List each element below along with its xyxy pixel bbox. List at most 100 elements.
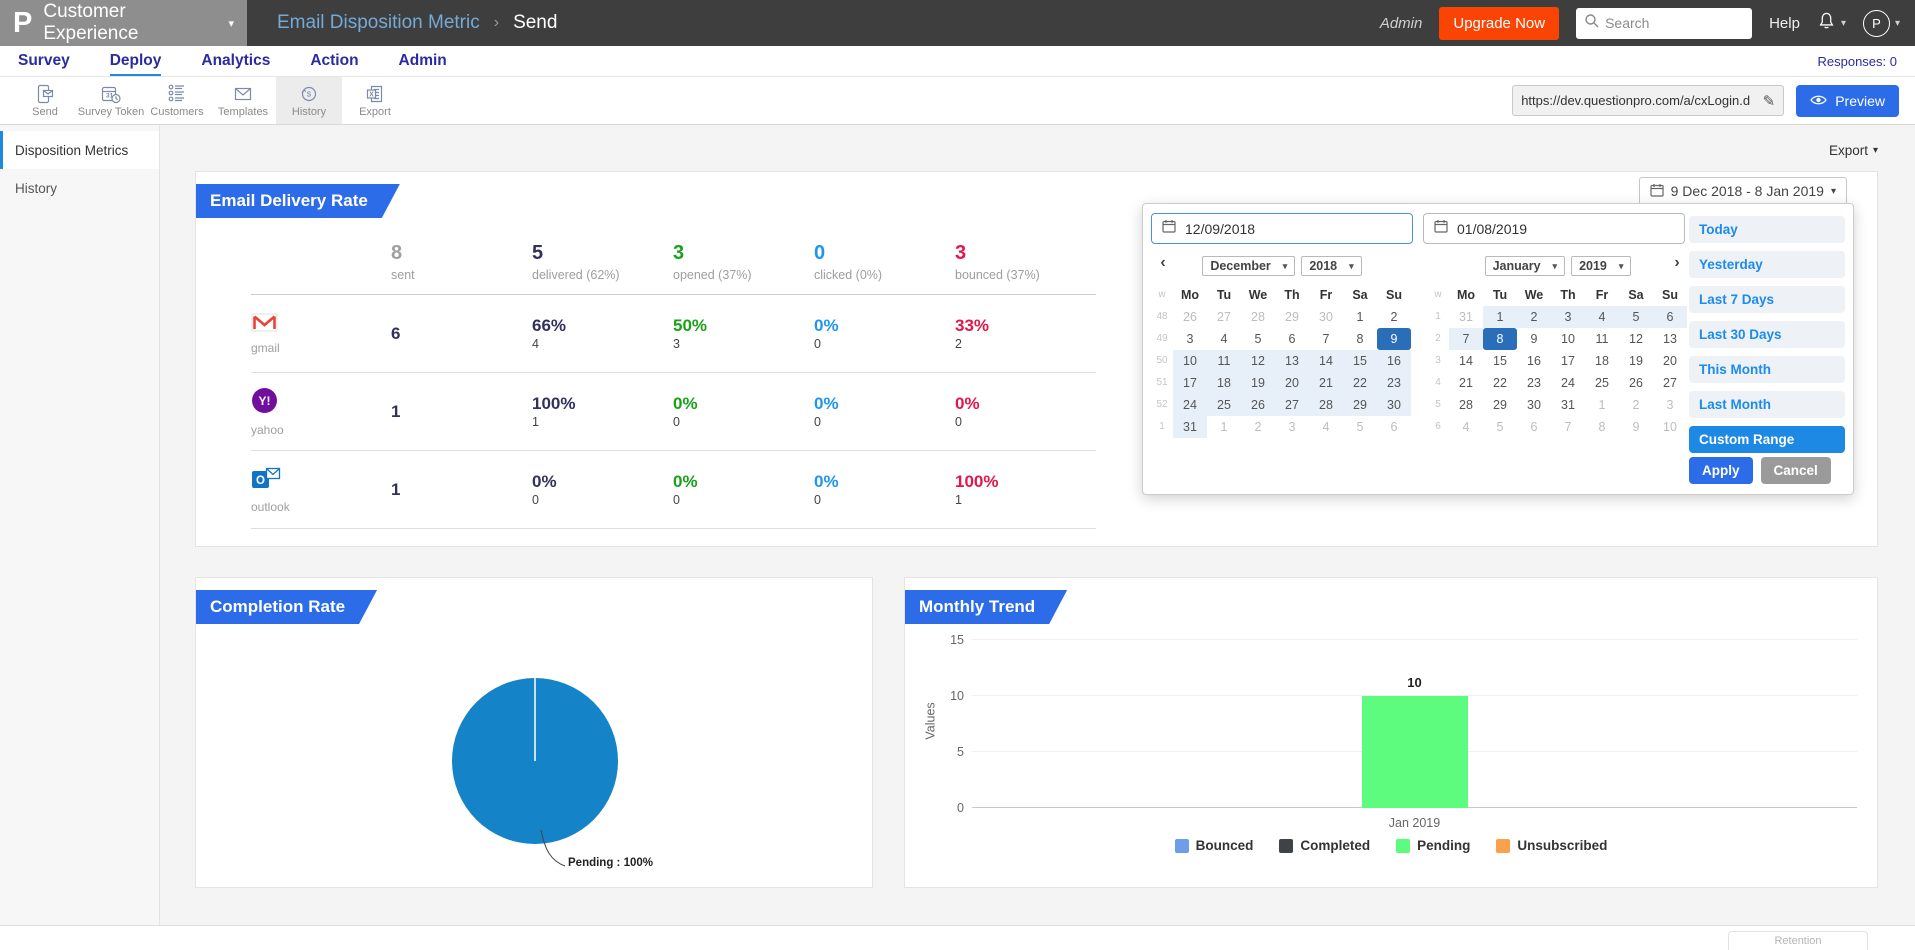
calendar-day[interactable]: 31	[1173, 416, 1207, 438]
toolbar-send-button[interactable]: Send	[12, 77, 78, 124]
calendar-day[interactable]: 4	[1220, 332, 1228, 346]
calendar-day[interactable]: 28	[1459, 398, 1473, 412]
workspace-switcher[interactable]: P Customer Experience ▾	[0, 0, 247, 46]
calendar-day[interactable]: 6	[1288, 332, 1296, 346]
preset-last-month[interactable]: Last Month	[1689, 391, 1845, 418]
calendar-day[interactable]: 10	[1561, 332, 1575, 346]
calendar-day[interactable]: 12	[1629, 332, 1643, 346]
start-date-field[interactable]	[1151, 213, 1413, 244]
calendar-day[interactable]: 5	[1254, 332, 1262, 346]
calendar-day[interactable]: 26	[1241, 394, 1275, 416]
nav-tab-analytics[interactable]: Analytics	[201, 52, 271, 69]
calendar-day[interactable]: 5	[1356, 420, 1364, 434]
calendar-day[interactable]: 14	[1309, 350, 1343, 372]
calendar-day[interactable]: 23	[1527, 376, 1541, 390]
sidebar-item-history[interactable]: History	[15, 180, 58, 196]
calendar-day[interactable]: 9	[1530, 332, 1538, 346]
calendar-day[interactable]: 8	[1483, 328, 1517, 350]
nav-tab-survey[interactable]: Survey	[18, 52, 70, 69]
calendar-day[interactable]: 30	[1319, 310, 1333, 324]
calendar-day[interactable]: 15	[1493, 354, 1507, 368]
calendar-day[interactable]: 10	[1663, 420, 1677, 434]
calendar-day[interactable]: 31	[1561, 398, 1575, 412]
search-input[interactable]	[1605, 15, 1745, 31]
notifications-button[interactable]: ▾	[1817, 11, 1846, 35]
calendar-day[interactable]: 28	[1251, 310, 1265, 324]
calendar-day[interactable]: 2	[1390, 310, 1398, 324]
calendar-day[interactable]: 1	[1356, 310, 1364, 324]
end-date-input[interactable]	[1457, 220, 1674, 237]
calendar-day[interactable]: 2	[1254, 420, 1262, 434]
global-search[interactable]	[1576, 7, 1753, 39]
legend-item-bounced[interactable]: Bounced	[1174, 838, 1253, 853]
sidebar-item-disposition-metrics[interactable]: Disposition Metrics	[0, 131, 159, 169]
calendar-day[interactable]: 7	[1564, 420, 1572, 434]
legend-item-unsubscribed[interactable]: Unsubscribed	[1496, 838, 1607, 853]
year-select[interactable]: 2018 ▾	[1301, 256, 1362, 276]
toolbar-survey-token-button[interactable]: 31 Survey Token	[78, 77, 144, 124]
calendar-day[interactable]: 3	[1666, 398, 1674, 412]
preset-last-7-days[interactable]: Last 7 Days	[1689, 286, 1845, 313]
calendar-day[interactable]: 29	[1343, 394, 1377, 416]
calendar-day[interactable]: 3	[1288, 420, 1296, 434]
calendar-day[interactable]: 15	[1343, 350, 1377, 372]
preset-custom-range[interactable]: Custom Range	[1689, 426, 1845, 453]
calendar-day[interactable]: 25	[1595, 376, 1609, 390]
preset-this-month[interactable]: This Month	[1689, 356, 1845, 383]
bar-pending[interactable]	[1361, 696, 1468, 808]
admin-label[interactable]: Admin	[1379, 14, 1423, 32]
calendar-day[interactable]: 1	[1598, 398, 1606, 412]
calendar-day[interactable]: 10	[1173, 350, 1207, 372]
toolbar-customers-button[interactable]: Customers	[144, 77, 210, 124]
nav-tab-deploy[interactable]: Deploy	[109, 46, 162, 76]
calendar-day[interactable]: 4	[1585, 306, 1619, 328]
calendar-day[interactable]: 27	[1663, 376, 1677, 390]
calendar-day[interactable]: 14	[1459, 354, 1473, 368]
preset-today[interactable]: Today	[1689, 216, 1845, 243]
calendar-day[interactable]: 11	[1207, 350, 1241, 372]
calendar-day[interactable]: 3	[1551, 306, 1585, 328]
calendar-next-icon[interactable]: ›	[1674, 254, 1680, 271]
upgrade-now-button[interactable]: Upgrade Now	[1439, 6, 1560, 40]
calendar-day[interactable]: 3	[1186, 332, 1194, 346]
calendar-day[interactable]: 4	[1462, 420, 1470, 434]
calendar-day[interactable]: 18	[1595, 354, 1609, 368]
nav-tab-action[interactable]: Action	[310, 52, 359, 69]
breadcrumb-parent[interactable]: Email Disposition Metric	[277, 12, 480, 33]
toolbar-templates-button[interactable]: Templates	[210, 77, 276, 124]
calendar-day[interactable]: 22	[1343, 372, 1377, 394]
calendar-day[interactable]: 26	[1629, 376, 1643, 390]
calendar-day[interactable]: 13	[1275, 350, 1309, 372]
toolbar-history-button[interactable]: $ History	[276, 77, 342, 124]
calendar-day[interactable]: 8	[1356, 332, 1364, 346]
preview-button[interactable]: Preview	[1796, 84, 1899, 117]
calendar-day[interactable]: 27	[1217, 310, 1231, 324]
calendar-day[interactable]: 30	[1377, 394, 1411, 416]
calendar-day[interactable]: 30	[1527, 398, 1541, 412]
preset-yesterday[interactable]: Yesterday	[1689, 251, 1845, 278]
calendar-day[interactable]: 1	[1483, 306, 1517, 328]
calendar-day[interactable]: 6	[1390, 420, 1398, 434]
calendar-day[interactable]: 29	[1493, 398, 1507, 412]
calendar-day[interactable]: 23	[1377, 372, 1411, 394]
calendar-day[interactable]: 29	[1285, 310, 1299, 324]
calendar-day[interactable]: 24	[1561, 376, 1575, 390]
export-dropdown[interactable]: Export ▾	[1829, 143, 1878, 158]
year-select[interactable]: 2019 ▾	[1571, 256, 1632, 276]
account-menu[interactable]: P ▾	[1862, 9, 1900, 37]
calendar-day[interactable]: 6	[1530, 420, 1538, 434]
calendar-day[interactable]: 16	[1377, 350, 1411, 372]
calendar-day[interactable]: 5	[1496, 420, 1504, 434]
month-select[interactable]: January ▾	[1484, 256, 1566, 276]
calendar-day[interactable]: 16	[1527, 354, 1541, 368]
calendar-day[interactable]: 7	[1322, 332, 1330, 346]
calendar-prev-icon[interactable]: ‹	[1160, 254, 1166, 271]
calendar-day[interactable]: 17	[1173, 372, 1207, 394]
nav-tab-admin[interactable]: Admin	[398, 52, 447, 69]
calendar-day[interactable]: 19	[1629, 354, 1643, 368]
calendar-day[interactable]: 21	[1309, 372, 1343, 394]
apply-button[interactable]: Apply	[1689, 457, 1753, 484]
completion-pie-chart[interactable]	[196, 578, 874, 889]
calendar-day[interactable]: 31	[1459, 310, 1473, 324]
calendar-day[interactable]: 1	[1220, 420, 1228, 434]
